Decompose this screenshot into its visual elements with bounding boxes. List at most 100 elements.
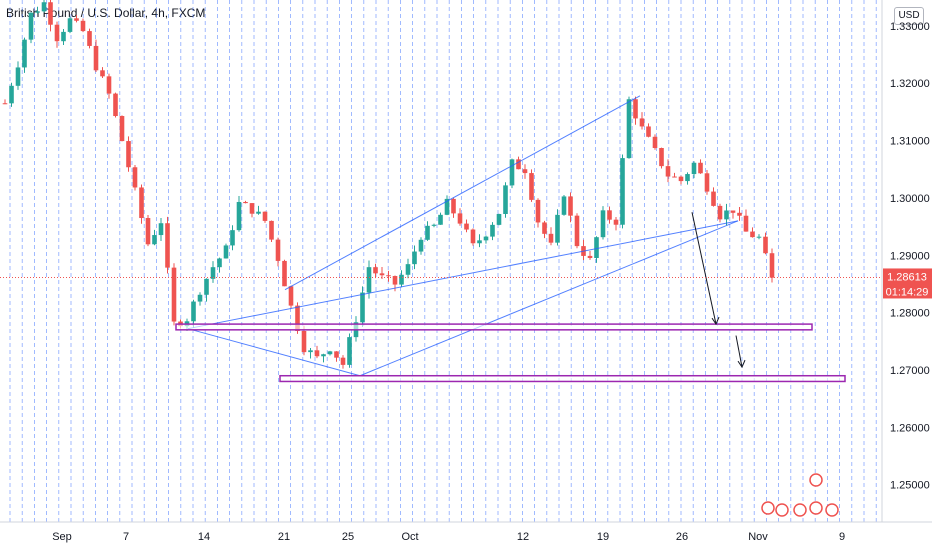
candle-body	[106, 76, 112, 94]
candle-body	[542, 222, 547, 234]
candle-body	[269, 220, 274, 240]
price-tick-label: 1.31000	[890, 136, 930, 148]
support-zone	[175, 323, 813, 331]
candle-body	[204, 278, 209, 295]
candle-body	[360, 292, 365, 323]
candle-body	[230, 230, 235, 246]
candle-body	[41, 2, 47, 12]
candle-body	[158, 223, 164, 236]
candle-body	[87, 31, 92, 46]
candle-body	[256, 211, 261, 214]
candle-body	[509, 159, 515, 186]
candle-body	[750, 231, 755, 238]
candle-body	[249, 203, 255, 214]
candle-body	[275, 239, 281, 261]
candle-body	[522, 169, 528, 174]
candle-body	[217, 258, 222, 268]
candle-body	[113, 93, 118, 117]
candle-body	[2, 103, 8, 105]
time-tick-label: 25	[342, 531, 354, 543]
arrow-head	[737, 359, 746, 369]
candle-body	[126, 141, 131, 168]
event-marker	[775, 503, 789, 517]
candle-body	[243, 201, 248, 204]
time-tick-label: 12	[517, 531, 529, 543]
vertical-grid	[9, 0, 877, 522]
candle-body	[295, 305, 300, 332]
candle-body	[587, 255, 593, 259]
event-marker	[809, 501, 823, 515]
candle-body	[22, 39, 27, 68]
candle-body	[418, 239, 424, 252]
time-tick-label: Sep	[52, 531, 72, 543]
candle-body	[574, 215, 580, 247]
price-tick-label: 1.27000	[890, 365, 930, 377]
arrow-head	[711, 316, 720, 326]
candle-body	[769, 253, 775, 278]
candle-body	[620, 158, 625, 225]
candle-body	[457, 213, 463, 224]
candle-body	[444, 198, 450, 215]
candle-body	[763, 236, 768, 254]
candle-body	[15, 67, 21, 86]
candle-body	[594, 237, 599, 259]
price-tick-label: 1.30000	[890, 193, 930, 205]
time-axis[interactable]: Sep 7 14 21 25 Oct 12 19 26 Nov 9	[52, 531, 845, 543]
event-markers[interactable]	[761, 473, 839, 517]
time-tick-label: 19	[597, 531, 609, 543]
candle-body	[639, 118, 645, 127]
candle-body	[483, 236, 489, 241]
candle-body	[600, 210, 606, 238]
time-tick-label: 9	[839, 531, 845, 543]
time-tick-label: 14	[198, 531, 210, 543]
candle-body	[119, 116, 125, 142]
event-marker	[761, 501, 775, 515]
candle-body	[301, 331, 307, 353]
candle-body	[535, 199, 541, 223]
price-tick-label: 1.28000	[890, 308, 930, 320]
candle-body	[561, 196, 567, 215]
price-tick-label: 1.25000	[890, 480, 930, 492]
candle-body	[80, 20, 86, 32]
candle-body	[652, 136, 658, 149]
candle-body	[717, 205, 723, 220]
channel-line	[284, 95, 641, 291]
event-marker	[825, 503, 839, 517]
candle-body	[678, 176, 684, 182]
candle-body	[685, 174, 690, 182]
candle-body	[74, 18, 79, 21]
candle-body	[756, 236, 762, 238]
price-tick-label: 1.33000	[890, 21, 930, 33]
candle-body	[737, 212, 742, 216]
event-marker	[809, 473, 823, 487]
candle-body	[282, 260, 287, 287]
countdown-value: 01:14:29	[886, 286, 929, 298]
candle-body	[314, 350, 320, 357]
candle-body	[730, 210, 736, 213]
candle-body	[236, 201, 242, 231]
candle-body	[438, 214, 443, 225]
candle-body	[711, 191, 716, 206]
candle-body	[334, 351, 339, 358]
candle-body	[724, 210, 729, 220]
candle-body	[633, 99, 638, 119]
candle-body	[646, 126, 651, 137]
currency-button[interactable]: USD	[894, 7, 924, 25]
last-price-tag: 1.28613 01:14:29	[883, 268, 932, 299]
drawings	[175, 95, 846, 383]
candle-body	[607, 210, 612, 220]
projection-arrow	[691, 212, 717, 325]
candle-body	[165, 223, 170, 268]
candle-body	[503, 185, 508, 214]
price-tick-label: 1.29000	[890, 250, 930, 262]
candle-body	[67, 18, 73, 32]
price-axis[interactable]: 1.33000 1.32000 1.31000 1.30000 1.29000 1.280…	[890, 21, 930, 492]
candle-body	[379, 273, 385, 276]
candle-body	[743, 215, 749, 232]
candle-body	[386, 275, 391, 277]
candle-body	[496, 213, 502, 225]
candle-body	[48, 2, 53, 25]
candle-body	[35, 11, 40, 13]
projection-arrow	[735, 335, 743, 368]
